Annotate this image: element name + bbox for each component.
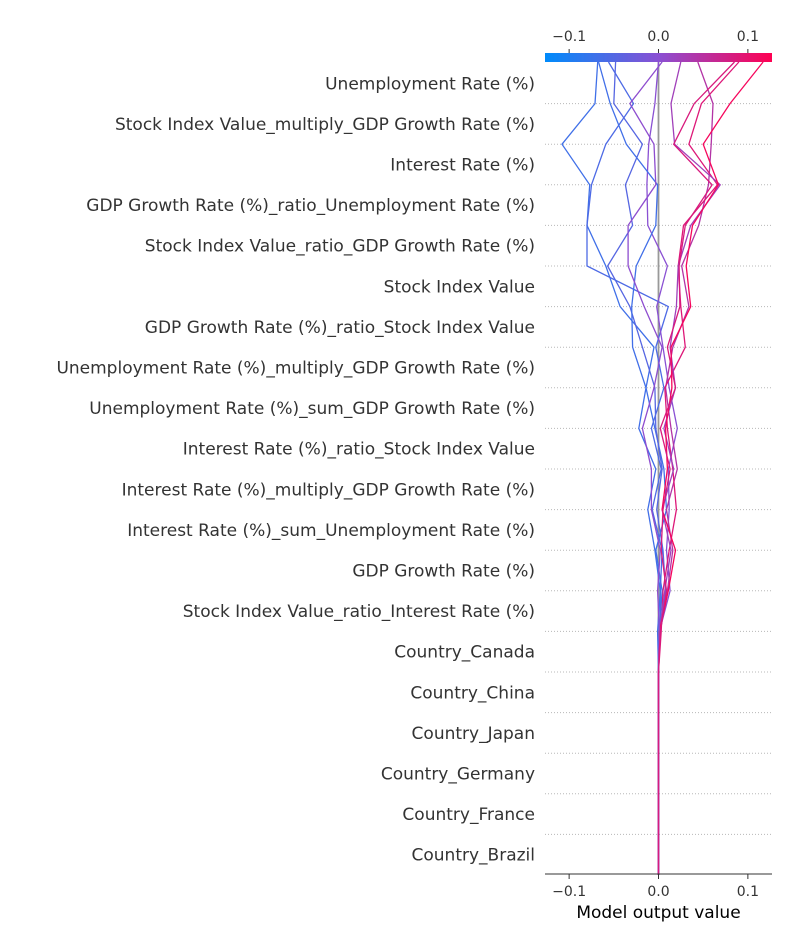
x-axis: −0.1 0.0 0.1 [545, 873, 772, 900]
colorbar-tick-label: 0.0 [647, 29, 669, 45]
feature-label: Country_Germany [381, 765, 535, 785]
feature-label: Interest Rate (%)_ratio_Stock Index Valu… [183, 440, 535, 460]
feature-label: GDP Growth Rate (%)_ratio_Unemployment R… [86, 196, 535, 216]
feature-label: GDP Growth Rate (%)_ratio_Stock Index Va… [145, 318, 535, 338]
feature-label: Interest Rate (%)_multiply_GDP Growth Ra… [122, 480, 535, 500]
feature-label: Interest Rate (%) [390, 156, 535, 176]
feature-label: Interest Rate (%)_sum_Unemployment Rate … [127, 521, 535, 541]
feature-gridlines [545, 103, 772, 835]
x-tick-label: 0.0 [647, 884, 669, 900]
feature-label: Country_China [410, 683, 535, 703]
feature-label: GDP Growth Rate (%) [352, 562, 535, 582]
colorbar-tick-label: −0.1 [552, 29, 586, 45]
feature-label: Unemployment Rate (%)_multiply_GDP Growt… [56, 359, 535, 379]
feature-label: Unemployment Rate (%) [325, 74, 535, 94]
feature-label: Country_Canada [394, 643, 535, 663]
x-tick-label: −0.1 [552, 884, 586, 900]
colorbar: −0.1 0.0 0.1 [545, 29, 772, 62]
colorbar-gradient [545, 53, 772, 62]
feature-labels: Unemployment Rate (%) Stock Index Value_m… [56, 74, 535, 865]
feature-label: Country_France [402, 805, 535, 825]
feature-label: Stock Index Value_ratio_Interest Rate (%… [183, 602, 535, 622]
feature-label: Stock Index Value_multiply_GDP Growth Ra… [115, 115, 535, 135]
decision-lines [561, 61, 764, 875]
feature-label: Country_Japan [412, 724, 535, 744]
feature-label: Country_Brazil [412, 846, 535, 866]
x-tick-label: 0.1 [737, 884, 759, 900]
colorbar-tick-label: 0.1 [737, 29, 759, 45]
feature-label: Stock Index Value_ratio_GDP Growth Rate … [145, 237, 535, 257]
x-axis-title: Model output value [576, 903, 740, 923]
feature-label: Stock Index Value [384, 277, 535, 297]
decision-line [657, 61, 735, 875]
feature-label: Unemployment Rate (%)_sum_GDP Growth Rat… [89, 399, 535, 419]
